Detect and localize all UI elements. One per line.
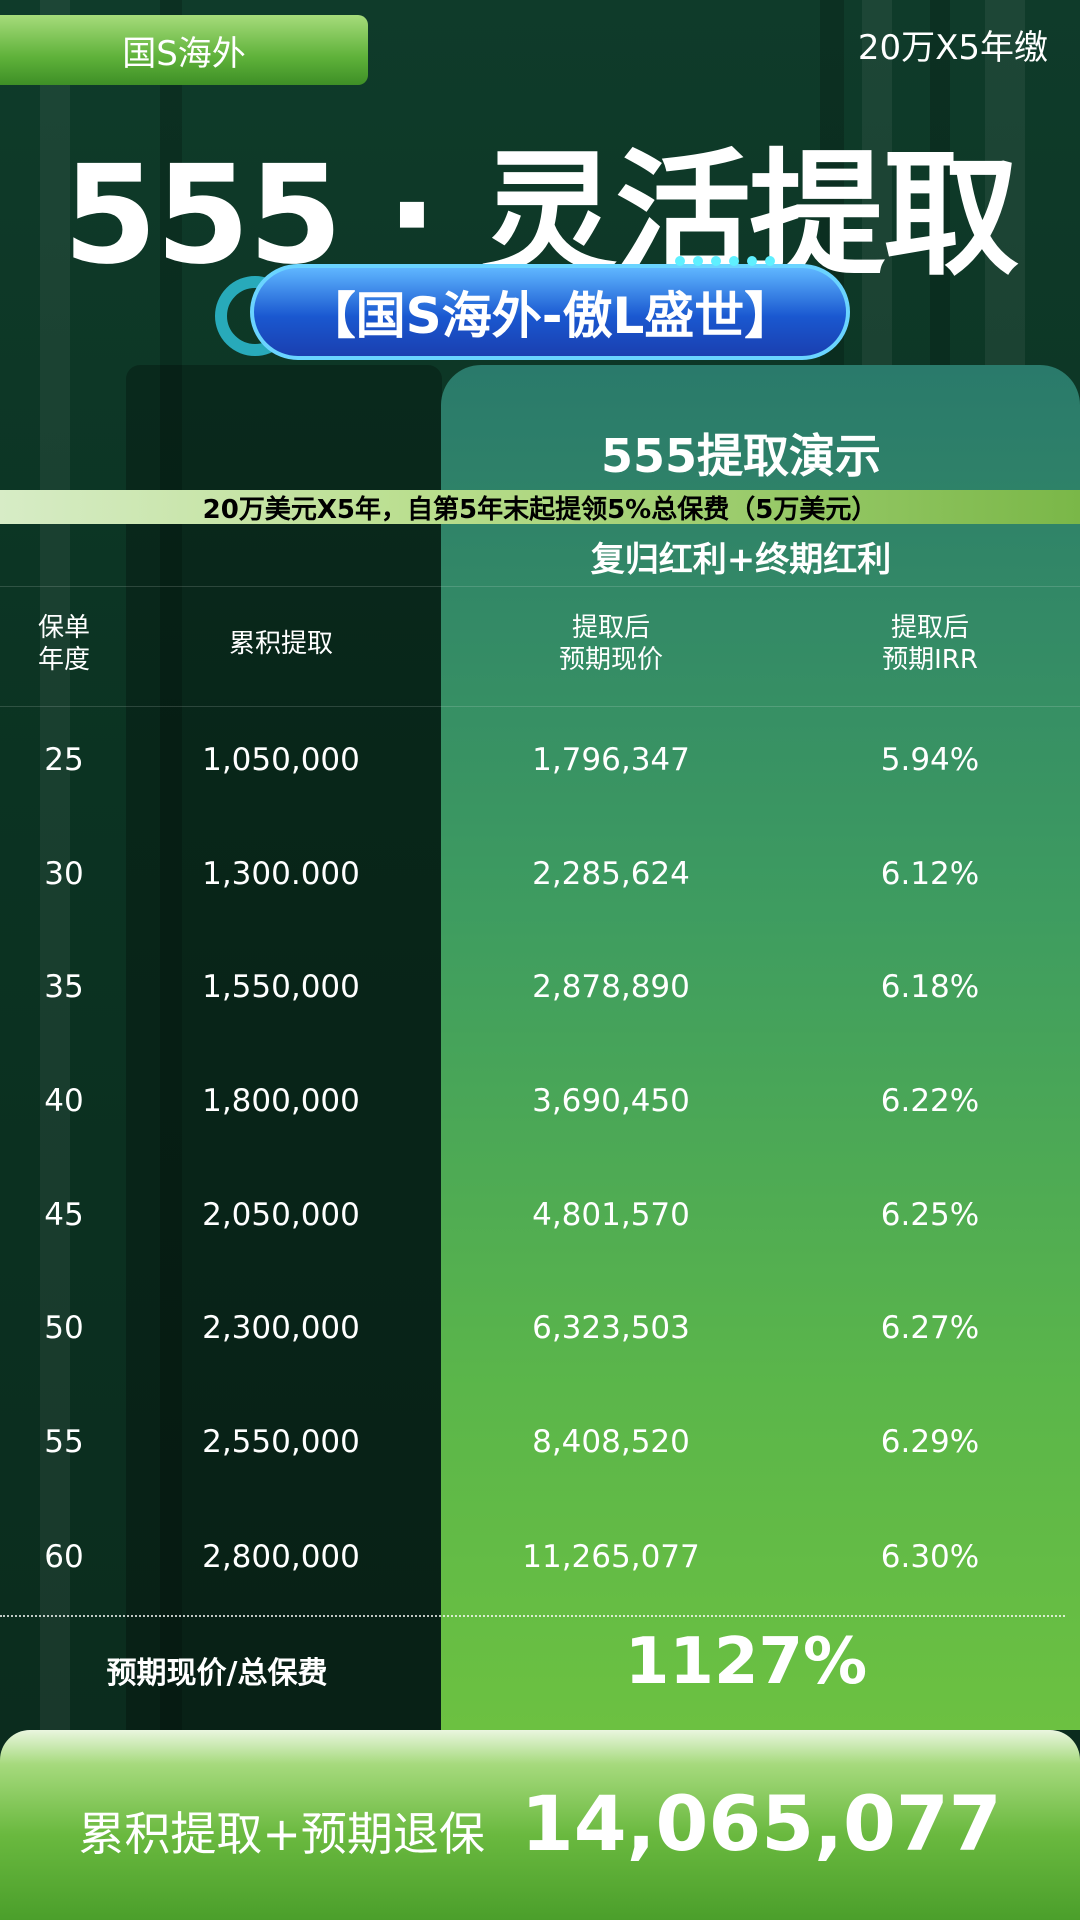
cell-irr: 6.18% [880,969,980,1005]
cell-year: 35 [44,969,84,1005]
summary-bar: 累积提取+预期退保 14,065,077 [0,1730,1080,1920]
header-irr: 提取后 预期IRR [780,612,1080,676]
cell-value: 8,408,520 [532,1424,690,1460]
cell-value: 1,796,347 [532,742,690,778]
cell-withdraw: 1,050,000 [202,742,360,778]
left-panel [126,365,442,1730]
cell-irr: 6.22% [880,1083,980,1119]
header-text: 提取后 [890,613,969,643]
table-row: 55 2,550,000 8,408,520 6.29% [0,1412,1080,1472]
summary-label: 累积提取+预期退保 [78,1807,485,1861]
cell-withdraw: 2,050,000 [202,1197,360,1233]
dotted-divider [0,1615,1065,1617]
cell-year: 50 [44,1310,84,1346]
cell-year: 45 [44,1197,84,1233]
table-row: 40 1,800,000 3,690,450 6.22% [0,1071,1080,1131]
cell-irr: 6.25% [880,1197,980,1233]
cell-withdraw: 2,300,000 [202,1310,360,1346]
section-subtitle: 20万美元X5年，自第5年末起提领5%总保费（5万美元） [0,490,1080,525]
cell-year: 25 [44,742,84,778]
cell-irr: 6.29% [880,1424,980,1460]
table-row: 45 2,050,000 4,801,570 6.25% [0,1185,1080,1245]
cell-withdraw: 1,300.000 [202,856,360,892]
summary-value: 14,065,077 [520,1778,1002,1868]
table-row: 30 1,300.000 2,285,624 6.12% [0,844,1080,904]
divider [0,586,1080,587]
cell-irr: 6.12% [880,856,980,892]
header-text: 预期现价 [558,645,663,675]
header-cash-value: 提取后 预期现价 [441,612,781,676]
cell-value: 2,285,624 [532,856,690,892]
header-text: 预期IRR [882,645,978,675]
cell-irr: 6.27% [880,1310,980,1346]
cell-withdraw: 2,550,000 [202,1424,360,1460]
divider [0,706,1080,707]
cell-withdraw: 1,800,000 [202,1083,360,1119]
cell-withdraw: 1,550,000 [202,969,360,1005]
cell-withdraw: 2,800,000 [202,1539,360,1575]
product-name: 【国S海外-傲L盛世】 [250,264,850,360]
header-cumulative-withdraw: 累积提取 [228,629,333,659]
cell-irr: 5.94% [880,742,980,778]
header-text: 提取后 [571,613,650,643]
category-tag: 国S海外 [0,15,368,85]
right-panel [441,365,1080,1730]
cell-year: 55 [44,1424,84,1460]
table-row: 25 1,050,000 1,796,347 5.94% [0,730,1080,790]
table-row: 60 2,800,000 11,265,077 6.30% [0,1527,1080,1587]
ratio-label: 预期现价/总保费 [106,1656,328,1691]
cell-year: 60 [44,1539,84,1575]
cell-irr: 6.30% [880,1539,980,1575]
plan-label: 20万X5年缴 [857,28,1048,68]
cell-year: 30 [44,856,84,892]
cell-value: 6,323,503 [532,1310,690,1346]
table-row: 50 2,300,000 6,323,503 6.27% [0,1298,1080,1358]
cell-value: 2,878,890 [532,969,690,1005]
cell-value: 11,265,077 [522,1539,700,1575]
bonus-label: 复归红利+终期红利 [590,540,892,580]
header-text: 年度 [37,645,90,675]
dots-decoration [675,256,775,266]
cell-year: 40 [44,1083,84,1119]
header-policy-year: 保单 年度 [0,612,128,676]
cell-value: 4,801,570 [532,1197,690,1233]
ratio-value: 1127% [624,1625,868,1699]
table-row: 35 1,550,000 2,878,890 6.18% [0,957,1080,1017]
header-text: 保单 [37,613,90,643]
product-badge: 【国S海外-傲L盛世】 [215,256,855,368]
cell-value: 3,690,450 [532,1083,690,1119]
section-title: 555提取演示 [600,429,882,483]
